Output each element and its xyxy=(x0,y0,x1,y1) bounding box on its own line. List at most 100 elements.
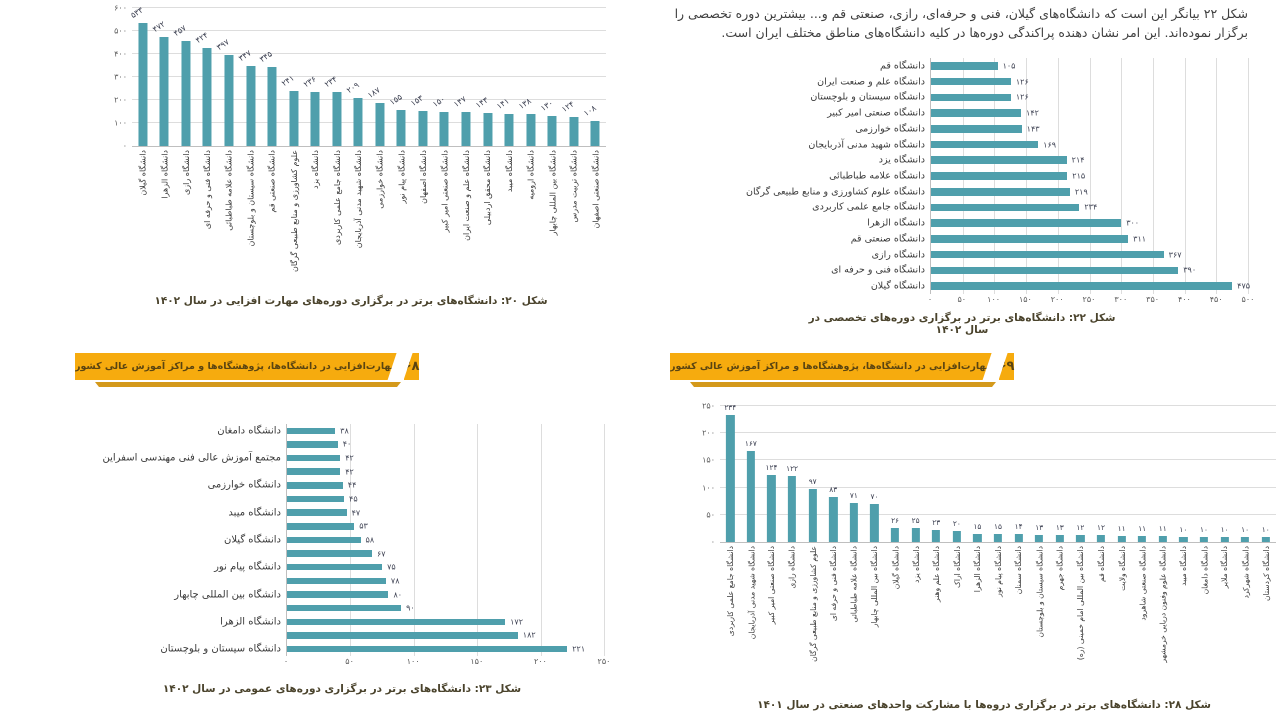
bar-value-label: ۱۴۳ xyxy=(473,95,490,111)
x-label-slot: دانشگاه ولایت xyxy=(1111,543,1132,689)
gridline xyxy=(132,76,606,77)
bar xyxy=(931,125,1022,133)
figure-28-plot-area: ۰ ۵۰ ۱۰۰ ۱۵۰ ۲۰۰ ۲۵۰ ۲۳۴ ۱۶۷ ۱۲۴ ۱۲۲ ۹۷ ۸۳ ۷۱ ۷۰ ۲۶ ۲۵ ۲… xyxy=(702,402,1276,689)
bar xyxy=(287,604,402,612)
bar-slot: ۱۵۳ xyxy=(409,8,434,146)
bar xyxy=(890,527,900,542)
x-label-slot: دانشگاه صنعتی قم xyxy=(261,147,283,287)
bar-slot: ۱۱ xyxy=(1111,406,1132,542)
bar-slot: ۲۶ xyxy=(885,406,906,542)
bar xyxy=(245,66,256,146)
bar-value-label: ۴۵۷ xyxy=(172,23,189,38)
bar-slot: ۱۴۷ xyxy=(452,8,477,146)
bar-value-label: ۷۱ xyxy=(849,491,858,501)
bar xyxy=(287,618,506,626)
x-label-slot: دانشگاه جامع علمی کاربردی xyxy=(720,543,741,689)
category-label: دانشگاه گیلان xyxy=(891,546,901,590)
bar-value-label: ۲۳ xyxy=(932,517,941,527)
category-label: دانشگاه صنعتی قم xyxy=(268,150,278,213)
bar-value-label: ۳۸ xyxy=(340,426,349,436)
x-label-slot: دانشگاه علامه طباطبائی xyxy=(844,543,865,689)
bar-value-label: ۱۴۳ xyxy=(1026,124,1040,134)
bar-slot: ۱۰ xyxy=(1214,406,1235,542)
bar-value-label: ۴۷۵ xyxy=(1237,281,1251,291)
bar xyxy=(1096,535,1106,542)
bar xyxy=(1055,534,1064,542)
bar-slot: ۲۰۹ xyxy=(345,8,369,146)
bar-slot: ۱۰ xyxy=(1235,406,1256,542)
category-label: دانشگاه شهید مدنی آذربایجان xyxy=(746,546,756,640)
category-label: دانشگاه علامه طباطبائی xyxy=(829,170,925,182)
bar-row: ۳۶۷ xyxy=(931,247,1248,263)
bar xyxy=(375,103,385,146)
gridline xyxy=(413,424,415,656)
bar-slot: ۵۳۳ xyxy=(129,6,154,146)
category-cell: دانشگاه سیستان و بلوچستان xyxy=(80,642,286,656)
figure-20-plot: ۰ ۱۰۰ ۲۰۰ ۳۰۰ ۴۰۰ ۵۰۰ ۶۰۰ ۵۳۳ ۴۷۲ ۴۵۷ ۴۲۴ ۳۹۷ ۳۴۷ ۳۴۵… xyxy=(114,4,606,151)
bar-value-label: ۹۷ xyxy=(808,477,817,487)
x-label-slot: دانشگاه ارومیه xyxy=(520,147,542,287)
x-axis-tick: ۳۵۰ xyxy=(1146,295,1160,304)
bar-value-label: ۱۳۸ xyxy=(517,96,533,112)
category-label: دانشگاه رازی xyxy=(181,150,191,195)
bar-slot: ۱۲ xyxy=(1070,406,1091,542)
bar-value-label: ۱۱ xyxy=(1117,524,1126,534)
bar-row: ۲۱۹ xyxy=(931,184,1248,200)
x-label-slot: دانشگاه جامع علمی کاربردی xyxy=(326,147,348,287)
bar-value-label: ۲۴۱ xyxy=(280,73,296,88)
bars: ۱۰۵ ۱۲۶ ۱۲۶ ۱۴۲ ۱۴۳ ۱۶۹ ۲۱۴ ۲۱۵ ۲۱۹ ۲۳۴ ۳۰۰ ۳۱۱ ۳۶۷ ۳… xyxy=(931,58,1251,294)
banner-title: مهارت‌افزایی در دانشگاه‌ها، پژوهشگاه‌ها … xyxy=(75,361,397,372)
category-label: دانشگاه سیستان و بلوچستان xyxy=(810,91,925,103)
bar xyxy=(287,536,361,544)
bar xyxy=(332,92,342,146)
bar-value-label: ۱۰ xyxy=(1241,524,1250,534)
bar-slot: ۱۵۰ xyxy=(431,8,456,146)
bar-row: ۲۳۴ xyxy=(931,200,1248,216)
banner-shadow-strip xyxy=(690,382,996,387)
bar xyxy=(1220,536,1229,542)
category-label: دانشگاه قم xyxy=(1096,546,1106,582)
page-number: ۶۹ xyxy=(998,359,1015,374)
bar-row: ۲۲۱ xyxy=(287,642,604,656)
x-axis-tick: ۵۰ xyxy=(957,295,967,304)
bar-value-label: ۲۳۴ xyxy=(724,402,737,412)
bar xyxy=(1076,535,1085,542)
bar-slot: ۱۴ xyxy=(1008,406,1029,542)
banner-title-bar: مهارت‌افزایی در دانشگاه‌ها، پژوهشگاه‌ها … xyxy=(670,353,992,380)
bar-slot: ۲۳۴ xyxy=(323,8,348,146)
x-axis-tick: ۲۰۰ xyxy=(533,657,547,666)
bar xyxy=(287,495,345,503)
x-axis-tick: ۰ xyxy=(283,657,289,666)
bar xyxy=(353,97,363,146)
bar xyxy=(504,113,514,146)
x-label-slot: دانشگاه قم xyxy=(1091,543,1112,689)
bar-slot: ۱۳ xyxy=(1050,406,1071,542)
bar-slot: ۴۲۴ xyxy=(194,8,219,146)
category-label: دانشگاه جهرم xyxy=(1055,546,1065,591)
category-label: دانشگاه شهرکرد xyxy=(1241,546,1251,599)
category-label: مجتمع آموزش عالی فنی مهندسی اسفراین xyxy=(102,452,281,464)
bar-slot: ۲۴۱ xyxy=(280,8,305,146)
bar-value-label: ۳۰۰ xyxy=(1126,218,1140,228)
bar-row: ۴۴ xyxy=(287,479,604,493)
category-cell: دانشگاه قم xyxy=(676,58,930,74)
x-label-slot: دانشگاه بین المللی چابهار xyxy=(541,147,563,287)
category-label: دانشگاه علامه طباطبائی xyxy=(224,150,234,231)
bar xyxy=(993,533,1003,542)
bar xyxy=(973,533,982,542)
bar xyxy=(931,187,1070,196)
bar-value-label: ۳۹۰ xyxy=(1183,265,1197,275)
bar xyxy=(439,111,449,146)
x-label-slot: دانشگاه علوم وفنون دریایی خرمشهر xyxy=(1152,543,1173,689)
category-label: دانشگاه دامغان xyxy=(1199,546,1209,595)
bar-row: ۹۰ xyxy=(287,601,604,615)
bar-value-label: ۳۴۵ xyxy=(258,49,275,64)
y-axis-tick: ۴۰۰ xyxy=(114,49,127,59)
bar xyxy=(287,482,343,489)
figure-23-plot: ۳۸ ۴۰ ۴۲ ۴۲ ۴۴ ۴۵ ۴۷ ۵۳ ۵۸ ۶۷ ۷۵ ۷۸ ۸۰ ۹۰ ۱۷۲ ۱۸۲ ۲۲۱ xyxy=(286,424,605,656)
figure-20-caption: شکل ۲۰: دانشگاه‌های برتر در برگزاری دوره… xyxy=(154,295,548,307)
x-axis-tick: ۴۰۰ xyxy=(1177,295,1191,304)
bar-value-label: ۳۹۷ xyxy=(215,37,232,52)
page-68-banner: مهارت‌افزایی در دانشگاه‌ها، پژوهشگاه‌ها … xyxy=(75,353,420,380)
